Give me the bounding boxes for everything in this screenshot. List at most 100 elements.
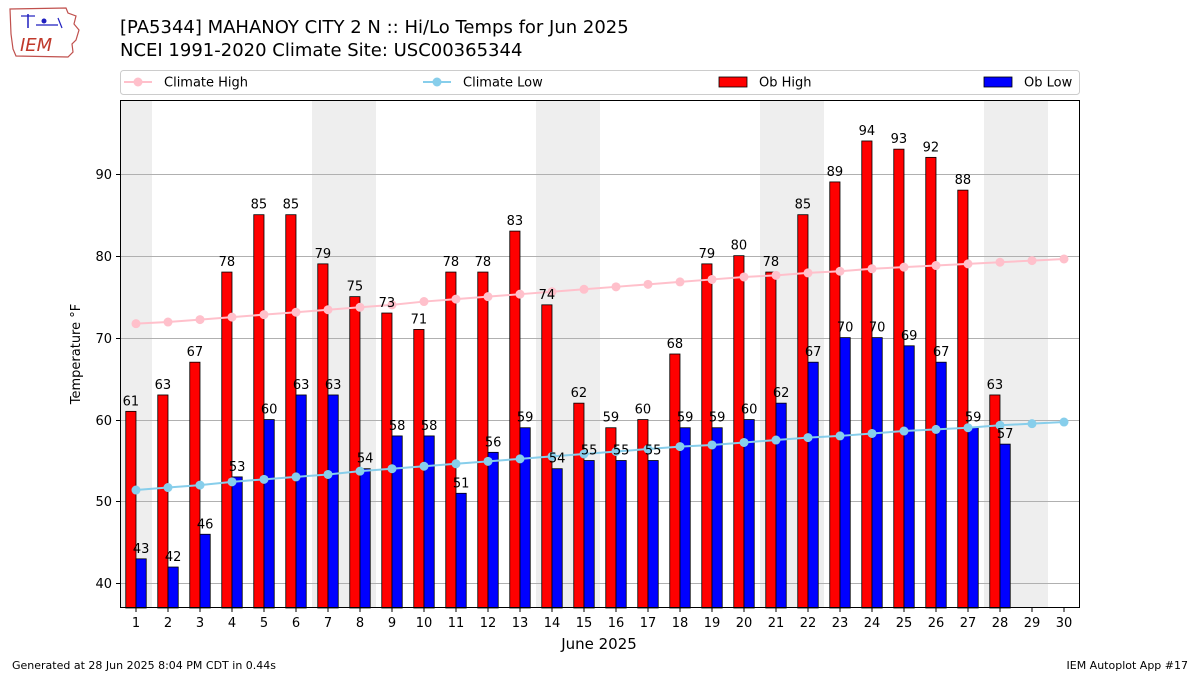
ob-high-bar: [317, 263, 329, 609]
climate-low-point: [771, 435, 781, 445]
climate-low-point: [1059, 417, 1069, 427]
ob-high-label: 78: [219, 255, 236, 270]
ob-low-bar: [615, 460, 627, 609]
ob-low-label: 55: [613, 444, 630, 459]
ob-low-bar: [455, 492, 467, 609]
climate-low-point: [355, 466, 365, 476]
x-tick-label: 14: [544, 616, 561, 631]
ob-low-bar: [743, 419, 755, 609]
climate-low-line: [135, 421, 1065, 492]
ob-high-bar: [701, 263, 713, 609]
climate-low-point: [259, 474, 269, 484]
y-tick-label: 40: [95, 577, 112, 592]
climate-low-point: [131, 485, 141, 495]
x-tick-label: 12: [480, 616, 497, 631]
ob-low-label: 51: [453, 476, 470, 491]
iem-logo: IEM: [6, 4, 84, 60]
ob-low-bar: [359, 468, 371, 609]
ob-high-label: 71: [411, 312, 428, 327]
ob-low-label: 63: [325, 378, 342, 393]
ob-low-legend-swatch: [983, 76, 1013, 88]
climate-low-point: [227, 477, 237, 487]
ob-low-bar: [487, 451, 499, 609]
ob-low-bar: [263, 419, 275, 609]
climate-high-point: [867, 264, 877, 274]
gridlines: [120, 174, 1080, 584]
ob-high-label: 59: [603, 411, 620, 426]
climate-low-point: [1027, 419, 1037, 429]
climate-low-point: [547, 451, 557, 461]
x-tick-label: 2: [164, 616, 172, 631]
logo-text: IEM: [20, 35, 53, 56]
ob-low-label: 56: [485, 435, 502, 450]
ob-low-bar: [935, 361, 947, 609]
ob-low-label: 59: [517, 411, 534, 426]
ob-high-bar: [445, 271, 457, 609]
climate-high-point: [291, 307, 301, 317]
ob-low-bar: [775, 402, 787, 609]
climate-low-point: [483, 456, 493, 466]
ob-low-bar: [583, 460, 595, 609]
x-axis-label: June 2025: [560, 635, 637, 653]
legend: Climate High Climate Low Ob High Ob Low: [120, 70, 1080, 95]
ob-low-label: 42: [165, 550, 182, 565]
ob-high-bar: [861, 140, 873, 609]
ob-high-label: 74: [539, 288, 556, 303]
climate-high-point: [163, 317, 173, 327]
ob-high-label: 73: [379, 296, 396, 311]
ob-low-label: 43: [133, 542, 150, 557]
ob-low-bar: [807, 361, 819, 609]
climate-high-point: [899, 262, 909, 272]
ob-low-label: 59: [965, 411, 982, 426]
climate-low-point: [643, 444, 653, 454]
climate-low-point: [739, 437, 749, 447]
ob-low-label: 67: [933, 345, 950, 360]
climate-high-point: [451, 294, 461, 304]
climate-high-point: [611, 282, 621, 292]
x-tick-label: 11: [448, 616, 465, 631]
ob-low-label: 54: [357, 452, 374, 467]
x-tick-label: 19: [704, 616, 721, 631]
ob-high-label: 68: [667, 337, 684, 352]
x-tick-label: 3: [196, 616, 204, 631]
climate-low-point: [163, 483, 173, 493]
x-tick-label: 18: [672, 616, 689, 631]
x-tick-label: 4: [228, 616, 236, 631]
x-axis-ticks: 1 2 3 4 5 6 7 8 9 10 11 12 13 14 15 16 17 18 19 20 21 22 23 24 2…: [132, 608, 1072, 631]
ob-low-label: 55: [645, 444, 662, 459]
climate-low-point: [931, 424, 941, 434]
ob-high-bar: [285, 214, 297, 609]
x-tick-label: 23: [832, 616, 849, 631]
climate-high-point: [323, 305, 333, 315]
climate-low-point: [419, 461, 429, 471]
ob-high-label: 61: [123, 394, 140, 409]
ob-low-bar: [967, 427, 979, 609]
ob-high-bar: [157, 394, 169, 609]
climate-low-point: [291, 472, 301, 482]
footer-app: IEM Autoplot App #17: [1066, 659, 1189, 672]
x-tick-label: 16: [608, 616, 625, 631]
x-tick-label: 21: [768, 616, 785, 631]
ob-high-label: 79: [315, 247, 332, 262]
x-tick-label: 13: [512, 616, 529, 631]
ob-high-bar: [893, 148, 905, 609]
ob-low-label: 46: [197, 517, 214, 532]
y-tick-label: 90: [95, 168, 112, 183]
climate-high-legend-marker: [133, 77, 143, 87]
ob-low-label: 55: [581, 444, 598, 459]
ob-high-label: 85: [795, 198, 812, 213]
climate-high-point: [483, 292, 493, 302]
ob-high-label: 85: [283, 198, 300, 213]
ob-low-label: 62: [773, 386, 790, 401]
ob-low-label: 63: [293, 378, 310, 393]
climate-high-point: [707, 274, 717, 284]
ob-high-label: 89: [827, 165, 844, 180]
climate-low-point: [611, 447, 621, 457]
climate-low-point: [195, 480, 205, 490]
climate-high-point: [131, 319, 141, 329]
ob-high-label: 63: [155, 378, 172, 393]
y-tick-label: 80: [95, 250, 112, 265]
y-tick-label: 50: [95, 495, 112, 510]
ob-low-label: 70: [837, 321, 854, 336]
ob-low-label: 54: [549, 452, 566, 467]
